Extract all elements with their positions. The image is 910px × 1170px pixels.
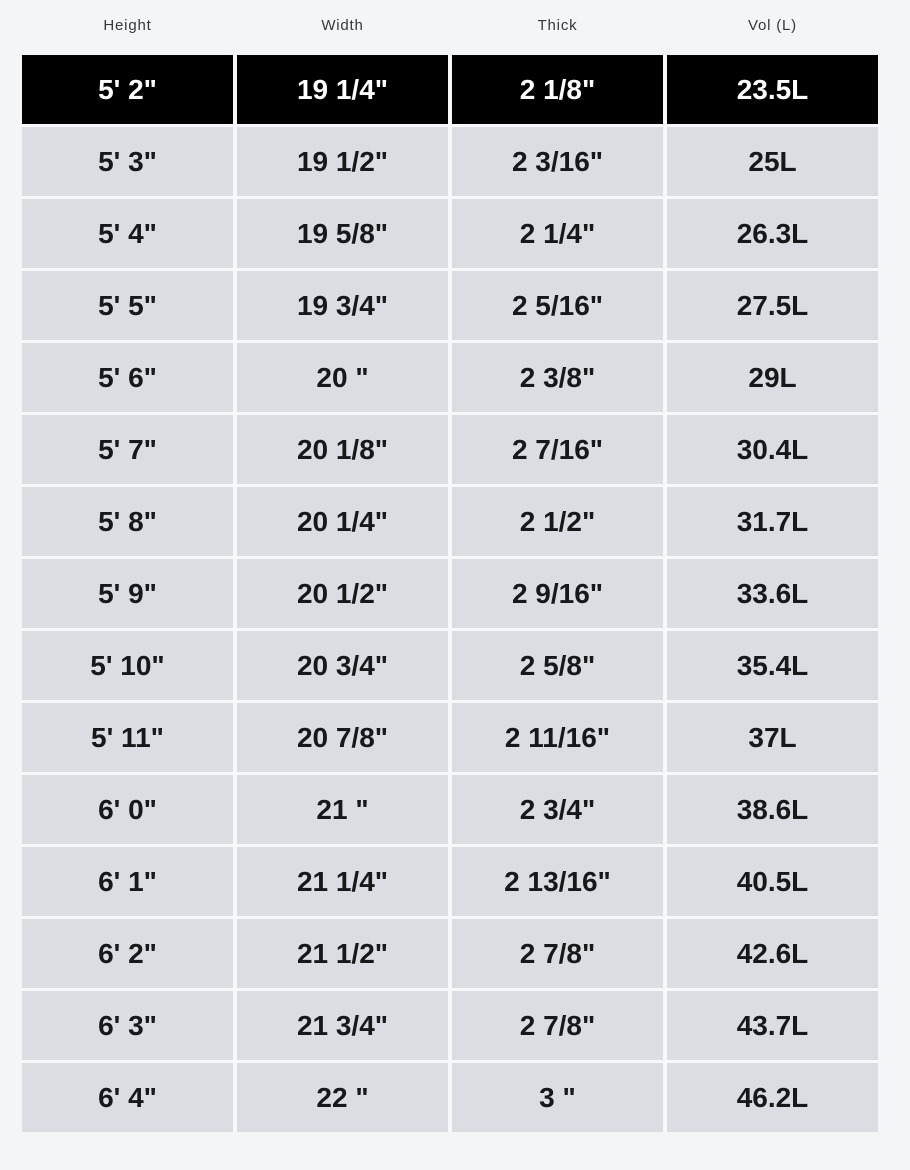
cell-vol: 30.4L (667, 415, 878, 484)
cell-height: 6' 2" (22, 919, 233, 988)
cell-vol: 38.6L (667, 775, 878, 844)
table-row[interactable]: 6' 0" 21 " 2 3/4" 38.6L (22, 775, 878, 844)
cell-width: 20 1/2" (237, 559, 448, 628)
cell-height: 6' 4" (22, 1063, 233, 1132)
size-chart-body: 5' 2" 19 1/4" 2 1/8" 23.5L 5' 3" 19 1/2"… (22, 55, 878, 1132)
cell-vol: 23.5L (667, 55, 878, 124)
cell-width: 20 7/8" (237, 703, 448, 772)
cell-thick: 2 3/8" (452, 343, 663, 412)
cell-vol: 31.7L (667, 487, 878, 556)
table-row[interactable]: 6' 2" 21 1/2" 2 7/8" 42.6L (22, 919, 878, 988)
cell-thick: 2 1/4" (452, 199, 663, 268)
cell-thick: 2 7/8" (452, 919, 663, 988)
cell-vol: 43.7L (667, 991, 878, 1060)
column-header-width: Width (321, 17, 364, 34)
table-row[interactable]: 6' 1" 21 1/4" 2 13/16" 40.5L (22, 847, 878, 916)
cell-width: 20 " (237, 343, 448, 412)
table-row[interactable]: 5' 3" 19 1/2" 2 3/16" 25L (22, 127, 878, 196)
cell-height: 5' 2" (22, 55, 233, 124)
cell-vol: 42.6L (667, 919, 878, 988)
cell-height: 5' 6" (22, 343, 233, 412)
cell-thick: 3 " (452, 1063, 663, 1132)
cell-width: 19 5/8" (237, 199, 448, 268)
cell-height: 5' 4" (22, 199, 233, 268)
cell-vol: 37L (667, 703, 878, 772)
cell-vol: 26.3L (667, 199, 878, 268)
cell-width: 19 1/2" (237, 127, 448, 196)
table-row[interactable]: 5' 9" 20 1/2" 2 9/16" 33.6L (22, 559, 878, 628)
table-row[interactable]: 5' 8" 20 1/4" 2 1/2" 31.7L (22, 487, 878, 556)
cell-height: 5' 11" (22, 703, 233, 772)
cell-height: 5' 8" (22, 487, 233, 556)
cell-vol: 46.2L (667, 1063, 878, 1132)
cell-thick: 2 11/16" (452, 703, 663, 772)
cell-height: 5' 9" (22, 559, 233, 628)
cell-vol: 33.6L (667, 559, 878, 628)
column-header-thick: Thick (537, 17, 578, 34)
cell-width: 19 3/4" (237, 271, 448, 340)
cell-width: 20 1/8" (237, 415, 448, 484)
cell-thick: 2 9/16" (452, 559, 663, 628)
table-row[interactable]: 5' 5" 19 3/4" 2 5/16" 27.5L (22, 271, 878, 340)
table-row[interactable]: 6' 4" 22 " 3 " 46.2L (22, 1063, 878, 1132)
column-header-vol: Vol (L) (748, 17, 797, 34)
column-header-height: Height (103, 17, 152, 34)
cell-width: 21 3/4" (237, 991, 448, 1060)
table-row[interactable]: 5' 7" 20 1/8" 2 7/16" 30.4L (22, 415, 878, 484)
size-chart-header-row: Height Width Thick Vol (L) (22, 0, 878, 55)
cell-vol: 25L (667, 127, 878, 196)
cell-height: 6' 1" (22, 847, 233, 916)
cell-vol: 29L (667, 343, 878, 412)
table-row[interactable]: 6' 3" 21 3/4" 2 7/8" 43.7L (22, 991, 878, 1060)
table-row[interactable]: 5' 4" 19 5/8" 2 1/4" 26.3L (22, 199, 878, 268)
cell-thick: 2 5/16" (452, 271, 663, 340)
cell-thick: 2 13/16" (452, 847, 663, 916)
cell-vol: 40.5L (667, 847, 878, 916)
cell-vol: 35.4L (667, 631, 878, 700)
table-row[interactable]: 5' 6" 20 " 2 3/8" 29L (22, 343, 878, 412)
cell-vol: 27.5L (667, 271, 878, 340)
cell-thick: 2 7/16" (452, 415, 663, 484)
cell-width: 21 " (237, 775, 448, 844)
cell-height: 5' 7" (22, 415, 233, 484)
surfboard-size-chart: Height Width Thick Vol (L) 5' 2" 19 1/4"… (22, 0, 878, 1132)
cell-thick: 2 3/4" (452, 775, 663, 844)
cell-width: 22 " (237, 1063, 448, 1132)
table-row[interactable]: 5' 10" 20 3/4" 2 5/8" 35.4L (22, 631, 878, 700)
cell-width: 21 1/4" (237, 847, 448, 916)
cell-height: 6' 0" (22, 775, 233, 844)
cell-height: 6' 3" (22, 991, 233, 1060)
table-row[interactable]: 5' 2" 19 1/4" 2 1/8" 23.5L (22, 55, 878, 124)
cell-thick: 2 1/2" (452, 487, 663, 556)
cell-height: 5' 3" (22, 127, 233, 196)
cell-height: 5' 5" (22, 271, 233, 340)
cell-width: 19 1/4" (237, 55, 448, 124)
cell-thick: 2 1/8" (452, 55, 663, 124)
cell-thick: 2 3/16" (452, 127, 663, 196)
cell-height: 5' 10" (22, 631, 233, 700)
cell-thick: 2 7/8" (452, 991, 663, 1060)
cell-width: 21 1/2" (237, 919, 448, 988)
cell-width: 20 1/4" (237, 487, 448, 556)
table-row[interactable]: 5' 11" 20 7/8" 2 11/16" 37L (22, 703, 878, 772)
cell-thick: 2 5/8" (452, 631, 663, 700)
cell-width: 20 3/4" (237, 631, 448, 700)
